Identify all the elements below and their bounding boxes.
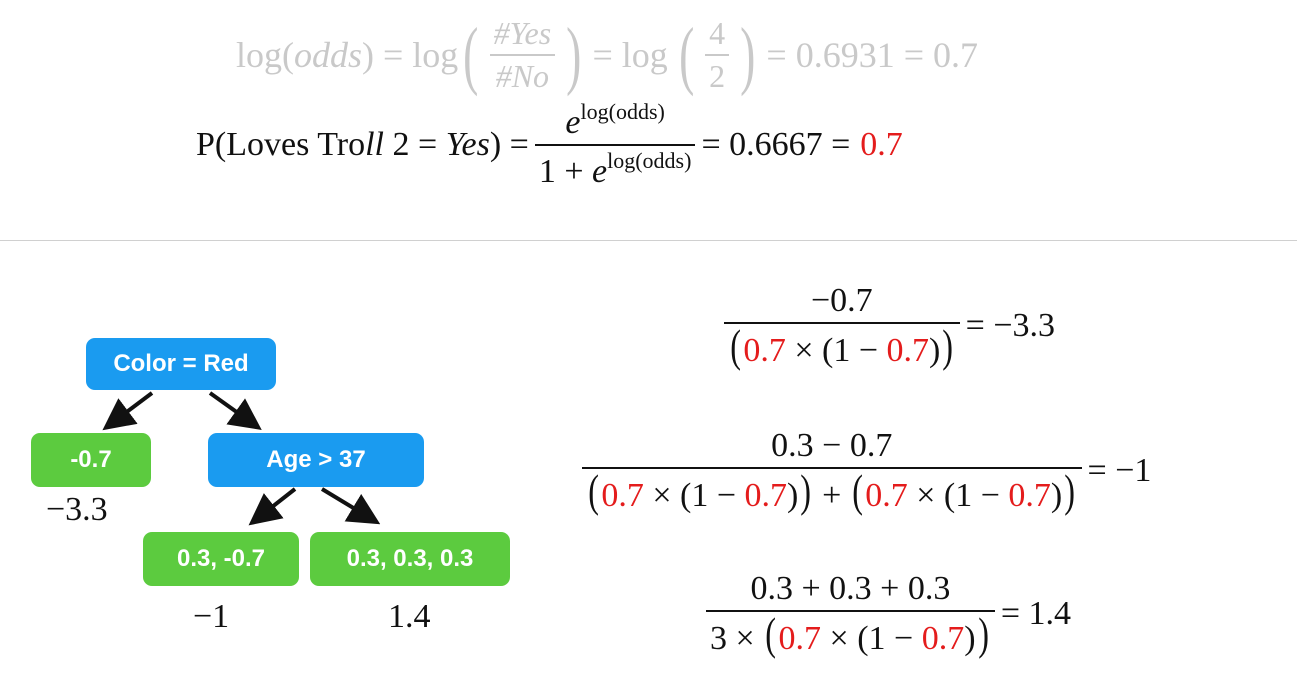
four-two-fraction: 4 2 xyxy=(705,15,730,95)
tree-leaf-b: 0.3, 0.3, 0.3 xyxy=(310,532,510,586)
fraction-denominator: #No xyxy=(495,58,550,94)
eq1-fraction: −0.7 (0.7 × (1 − 0.7)) xyxy=(724,282,960,370)
log-odds-mid: = log xyxy=(592,35,668,75)
eq3-numerator: 0.3 + 0.3 + 0.3 xyxy=(750,570,951,607)
logistic-denominator: 1 + elog(odds) xyxy=(538,148,692,190)
logistic-fraction: elog(odds) 1 + elog(odds) xyxy=(534,99,696,191)
eq3-denominator: 3 × (0.7 × (1 − 0.7)) xyxy=(710,607,989,659)
leaf-output-a: −1 xyxy=(193,598,230,635)
tree-leaf-a: 0.3, -0.7 xyxy=(143,532,299,586)
output-equation-1: −0.7 (0.7 × (1 − 0.7)) = −3.3 xyxy=(718,282,1055,370)
log-odds-lhs: log(odds) = log xyxy=(236,35,459,75)
arrow-root-left xyxy=(102,391,154,431)
fraction-numerator-2: 4 xyxy=(709,15,726,51)
probability-result: 0.7 xyxy=(860,126,903,163)
arrow-age-right xyxy=(320,487,381,525)
eq2-denominator: (0.7 × (1 − 0.7)) + (0.7 × (1 − 0.7)) xyxy=(588,464,1076,516)
tree-age-node: Age > 37 xyxy=(208,433,424,487)
right-paren-2: ) xyxy=(740,13,756,97)
log-odds-rhs: = 0.6931 = 0.7 xyxy=(766,35,978,75)
right-paren: ) xyxy=(566,13,582,97)
output-equation-2: 0.3 − 0.7 (0.7 × (1 − 0.7)) + (0.7 × (1 … xyxy=(576,427,1151,515)
yes-no-fraction: #Yes #No xyxy=(489,15,556,95)
eq2-result: = −1 xyxy=(1087,451,1152,489)
logistic-numerator: elog(odds) xyxy=(565,99,665,141)
eq3-result: = 1.4 xyxy=(1000,594,1072,632)
tree-root-node: Color = Red xyxy=(86,338,276,390)
probability-lhs: P(Loves Troll 2 = Yes) = xyxy=(196,126,529,163)
fraction-denominator-2: 2 xyxy=(709,58,726,94)
arrow-age-left xyxy=(248,487,297,526)
eq1-denominator: (0.7 × (1 − 0.7)) xyxy=(730,319,954,371)
log-odds-equation: log(odds) = log ( #Yes #No ) = log ( 4 2… xyxy=(236,10,978,100)
eq2-fraction: 0.3 − 0.7 (0.7 × (1 − 0.7)) + (0.7 × (1 … xyxy=(582,427,1082,515)
eq1-numerator: −0.7 xyxy=(810,282,873,319)
arrow-root-right xyxy=(208,391,262,430)
leaf-output-b: 1.4 xyxy=(388,598,431,635)
left-paren: ( xyxy=(463,13,479,97)
leaf-output-left: −3.3 xyxy=(46,491,108,528)
eq1-result: = −3.3 xyxy=(965,306,1056,344)
fraction-numerator: #Yes xyxy=(493,15,552,51)
probability-equation: P(Loves Troll 2 = Yes) = elog(odds) 1 + … xyxy=(196,90,903,200)
eq3-fraction: 0.3 + 0.3 + 0.3 3 × (0.7 × (1 − 0.7)) xyxy=(706,570,995,658)
section-divider xyxy=(0,240,1297,241)
left-paren-2: ( xyxy=(678,13,695,97)
tree-leaf-left: -0.7 xyxy=(31,433,151,487)
probability-rhs: = 0.6667 = xyxy=(701,126,851,163)
output-equation-3: 0.3 + 0.3 + 0.3 3 × (0.7 × (1 − 0.7)) = … xyxy=(700,570,1071,658)
eq2-numerator: 0.3 − 0.7 xyxy=(771,427,893,464)
